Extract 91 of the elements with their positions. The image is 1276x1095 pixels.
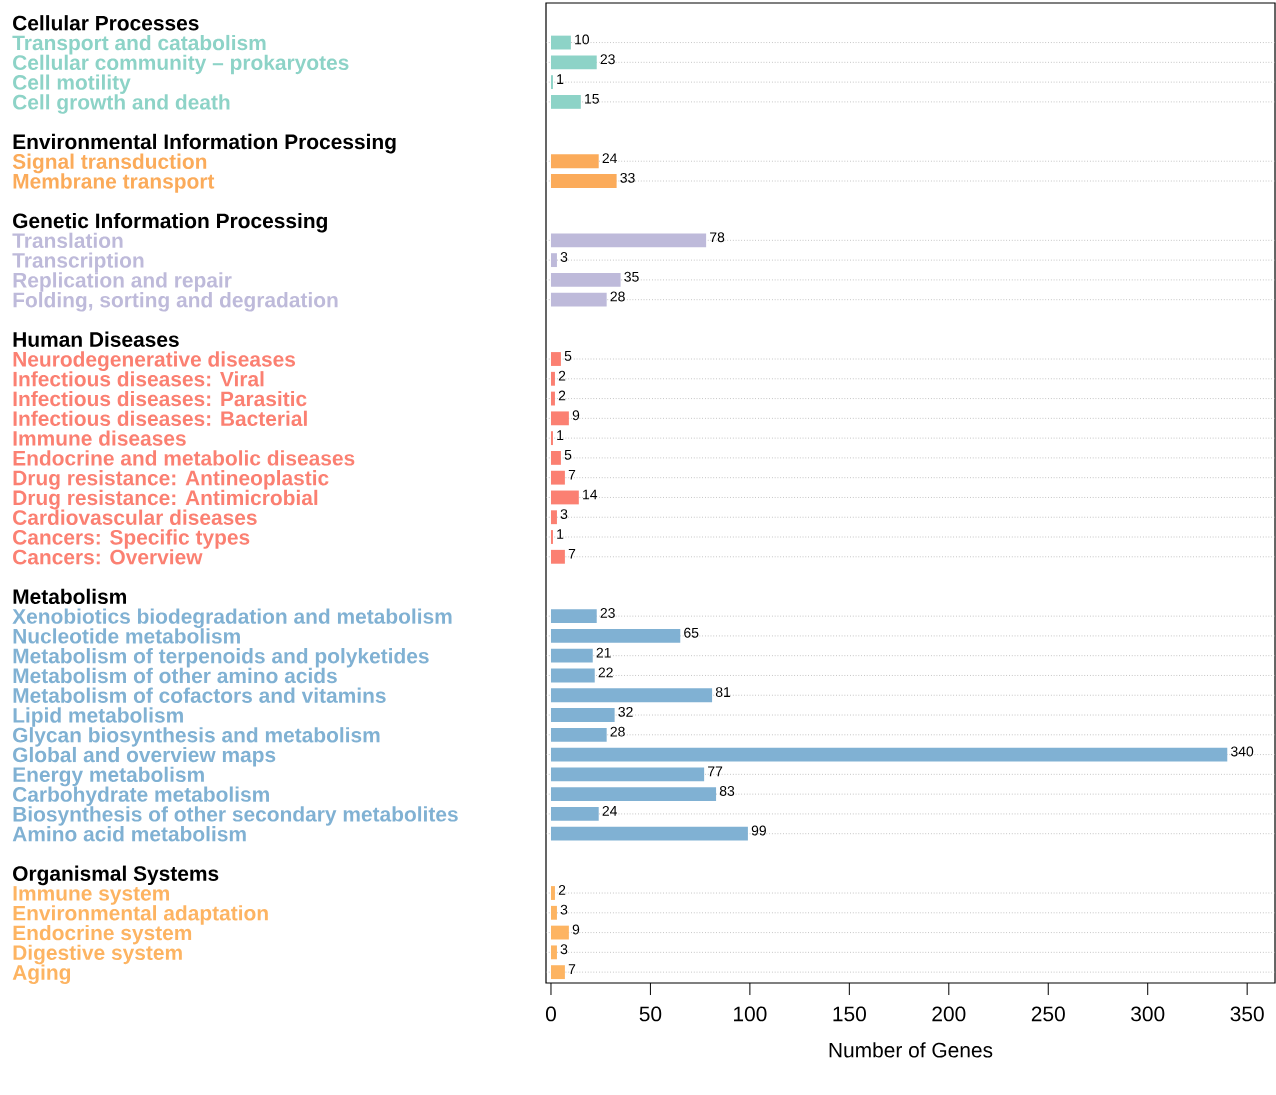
data-label: 5: [564, 449, 572, 460]
y-tick-label: Translation: [12, 232, 123, 249]
y-tick-label: Global and overview maps: [13, 746, 276, 767]
data-label: 1: [557, 430, 564, 440]
data-label: 99: [751, 825, 766, 836]
data-label: 14: [583, 489, 598, 500]
data-label: 3: [560, 944, 568, 955]
data-label: 7: [568, 469, 576, 480]
y-tick-label: Infectious diseases: Viral: [13, 371, 264, 387]
y-tick-label: Metabolism of cofactors and vitamins: [13, 687, 386, 703]
y-tick-label: Cancers: Overview: [13, 549, 203, 565]
y-tick-label: Endocrine system: [13, 924, 192, 945]
y-tick-label: Metabolism of terpenoids and polyketides: [13, 648, 429, 668]
x-tick-label: 0: [545, 1006, 556, 1022]
data-label: 2: [558, 390, 566, 401]
data-label: 83: [719, 786, 735, 796]
data-label: 65: [684, 627, 699, 638]
y-tick-label: Amino acid metabolism: [12, 826, 246, 842]
x-tick-label: 250: [1031, 1006, 1065, 1022]
data-label: 7: [568, 549, 576, 559]
data-label: 7: [568, 964, 576, 974]
y-tick-label: Human Diseases: [13, 331, 179, 347]
y-tick-label: Cancers: Specific types: [13, 529, 250, 549]
y-tick-label: Cardiovascular diseases: [13, 509, 257, 525]
y-tick-label: Transport and catabolism: [12, 34, 266, 55]
data-label: 24: [602, 805, 618, 816]
y-tick-label: Neurodegenerative diseases: [13, 351, 296, 371]
data-label: 32: [618, 706, 633, 717]
data-label: 3: [560, 904, 568, 915]
data-label: 3: [560, 252, 568, 262]
y-tick-label: Cellular Processes: [13, 15, 199, 31]
x-tick-label: 100: [734, 1006, 767, 1022]
data-label: 35: [624, 271, 639, 282]
y-tick-label: Drug resistance: Antimicrobial: [13, 489, 318, 510]
data-label: 33: [620, 172, 635, 183]
y-tick-label: Infectious diseases: Parasitic: [13, 390, 307, 407]
y-tick-label: Replication and repair: [13, 272, 232, 292]
y-tick-label: Carbohydrate metabolism: [13, 786, 269, 806]
data-label: 21: [596, 647, 611, 658]
data-label: 77: [708, 766, 723, 777]
y-tick-label: Metabolism: [13, 588, 126, 605]
y-tick-label: Transcription: [12, 252, 144, 272]
data-label: 1: [557, 529, 564, 539]
y-tick-label: Infectious diseases: Bacterial: [13, 410, 307, 427]
y-tick-label: Glycan biosynthesis and metabolism: [13, 727, 380, 747]
y-tick-label: Metabolism of other amino acids: [13, 667, 337, 684]
x-tick-label: 150: [833, 1006, 866, 1022]
data-label: 10: [575, 34, 590, 45]
x-tick-label: 350: [1230, 1006, 1264, 1022]
data-label: 81: [715, 687, 731, 698]
y-tick-label: Immune system: [13, 886, 170, 905]
x-tick-label: 200: [932, 1006, 966, 1022]
y-tick-label: Environmental Information Processing: [13, 133, 396, 154]
y-tick-label: Membrane transport: [13, 173, 215, 193]
data-label: 2: [558, 370, 566, 381]
data-label: 23: [600, 608, 615, 618]
y-tick-label: Genetic Information Processing: [13, 212, 327, 233]
y-tick-label: Lipid metabolism: [13, 707, 183, 727]
y-tick-label: Signal transduction: [12, 153, 207, 174]
x-tick-label: 300: [1131, 1006, 1165, 1022]
data-label: 23: [600, 54, 615, 65]
data-label: 28: [610, 726, 625, 737]
data-label: 2: [558, 885, 566, 895]
y-tick-label: Folding, sorting and degradation: [13, 292, 338, 312]
data-label: 340: [1231, 746, 1254, 757]
data-label: 28: [610, 291, 625, 302]
y-tick-label: Biosynthesis of other secondary metabolites: [13, 806, 458, 826]
y-tick-label: Organismal Systems: [13, 865, 219, 886]
data-label: 9: [572, 410, 580, 421]
y-tick-label: Cellular community – prokaryotes: [13, 54, 349, 75]
data-label: 24: [602, 153, 618, 164]
data-label: 3: [560, 509, 568, 520]
data-label: 15: [585, 93, 599, 104]
data-label: 1: [557, 74, 564, 84]
y-tick-label: Drug resistance: Antineoplastic: [13, 470, 329, 490]
y-tick-label: Endocrine and metabolic diseases: [13, 450, 355, 466]
data-label: 78: [710, 232, 725, 243]
y-tick-label: Xenobiotics biodegradation and metabolism: [12, 608, 452, 629]
y-tick-label: Aging: [12, 964, 71, 985]
data-label: 22: [598, 667, 613, 678]
y-tick-label: Nucleotide metabolism: [13, 628, 240, 644]
y-tick-label: Immune diseases: [13, 430, 186, 446]
y-tick-label: Cell motility: [13, 74, 131, 94]
y-tick-label: Environmental adaptation: [13, 905, 268, 925]
data-label: 9: [572, 924, 580, 935]
x-tick-label: 50: [639, 1006, 662, 1022]
data-label: 5: [564, 351, 572, 361]
x-axis-title: Number of Genes: [829, 1042, 993, 1058]
y-tick-label: Energy metabolism: [13, 766, 204, 787]
y-tick-label: Cell growth and death: [13, 94, 230, 114]
y-tick-label: Digestive system: [13, 944, 182, 965]
